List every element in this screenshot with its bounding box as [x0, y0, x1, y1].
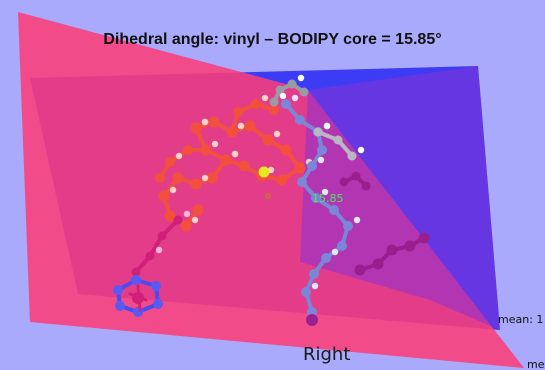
atom: [180, 220, 192, 232]
atom: [251, 99, 261, 109]
atom: [273, 130, 281, 138]
atom: [132, 292, 144, 304]
atom: [145, 251, 155, 261]
atom: [353, 216, 361, 224]
atom: [354, 264, 366, 276]
atom: [297, 74, 305, 82]
atom: [238, 160, 250, 172]
atom: [131, 275, 141, 285]
atom: [164, 210, 176, 222]
atom: [231, 150, 239, 158]
atom: [206, 172, 218, 184]
atom: [404, 240, 416, 252]
atom: [192, 204, 204, 216]
atom: [183, 145, 193, 155]
atom: [201, 174, 209, 182]
atom: [347, 151, 357, 161]
atom: [233, 107, 243, 117]
atom: [357, 146, 365, 154]
atom: [343, 221, 353, 231]
atom: [227, 127, 237, 137]
atom: [157, 231, 167, 241]
view-label: Right: [303, 344, 351, 365]
atom: [295, 115, 305, 125]
atom: [331, 248, 339, 256]
atom: [264, 192, 272, 200]
atom: [279, 92, 287, 100]
atom: [333, 135, 343, 145]
atom: [155, 173, 165, 183]
atom: [220, 154, 232, 166]
atom: [153, 299, 163, 309]
atom: [372, 258, 384, 270]
atom: [329, 205, 339, 215]
atom: [337, 241, 347, 251]
atom: [201, 118, 209, 126]
atom: [281, 99, 291, 109]
atom: [313, 127, 323, 137]
atom: [211, 140, 219, 148]
atom: [418, 232, 430, 244]
atom: [208, 116, 220, 128]
atom: [262, 134, 274, 146]
atom: [261, 94, 269, 102]
atom: [175, 152, 183, 160]
atom: [131, 267, 141, 277]
atom: [244, 120, 256, 132]
atom: [317, 145, 327, 155]
atom: [287, 79, 297, 89]
atom: [339, 177, 349, 187]
atom: [258, 166, 270, 178]
atom: [133, 307, 143, 317]
atom: [361, 181, 371, 191]
mean-label-truncated: mea: [527, 359, 545, 370]
atom: [323, 122, 331, 130]
molecule-render: [113, 74, 430, 326]
atom: [311, 193, 321, 203]
atom: [115, 301, 125, 311]
figure-title: Dihedral angle: vinyl – BODIPY core = 15…: [103, 31, 442, 48]
atom: [275, 85, 285, 95]
dihedral-angle-readout: 15.85: [312, 192, 344, 205]
atom: [172, 172, 184, 184]
atom: [311, 282, 319, 290]
atom: [269, 97, 279, 107]
atom: [190, 178, 202, 190]
atom: [201, 145, 211, 155]
atom: [280, 144, 292, 156]
atom: [165, 157, 175, 167]
plane-overlap-region: [300, 66, 500, 330]
atom: [183, 210, 191, 218]
atom: [307, 161, 317, 171]
atom: [301, 287, 311, 297]
atom: [306, 314, 318, 326]
mean-label: mean: 1: [498, 313, 544, 326]
atom: [190, 122, 202, 134]
atom: [169, 186, 177, 194]
atom: [317, 156, 325, 164]
atom: [155, 246, 163, 254]
atom: [351, 171, 361, 181]
atom: [321, 188, 329, 196]
atom: [321, 253, 331, 263]
atom: [173, 215, 183, 225]
atom: [191, 216, 199, 224]
atom: [291, 94, 299, 102]
atom: [299, 87, 309, 97]
atom: [237, 122, 245, 130]
atom: [269, 105, 279, 115]
atom: [276, 174, 288, 186]
atom: [151, 281, 161, 291]
atom: [294, 162, 306, 174]
atom: [158, 190, 170, 202]
atom: [297, 177, 307, 187]
atom: [113, 285, 123, 295]
atom: [386, 244, 398, 256]
atom: [309, 269, 319, 279]
atom: [307, 307, 317, 317]
